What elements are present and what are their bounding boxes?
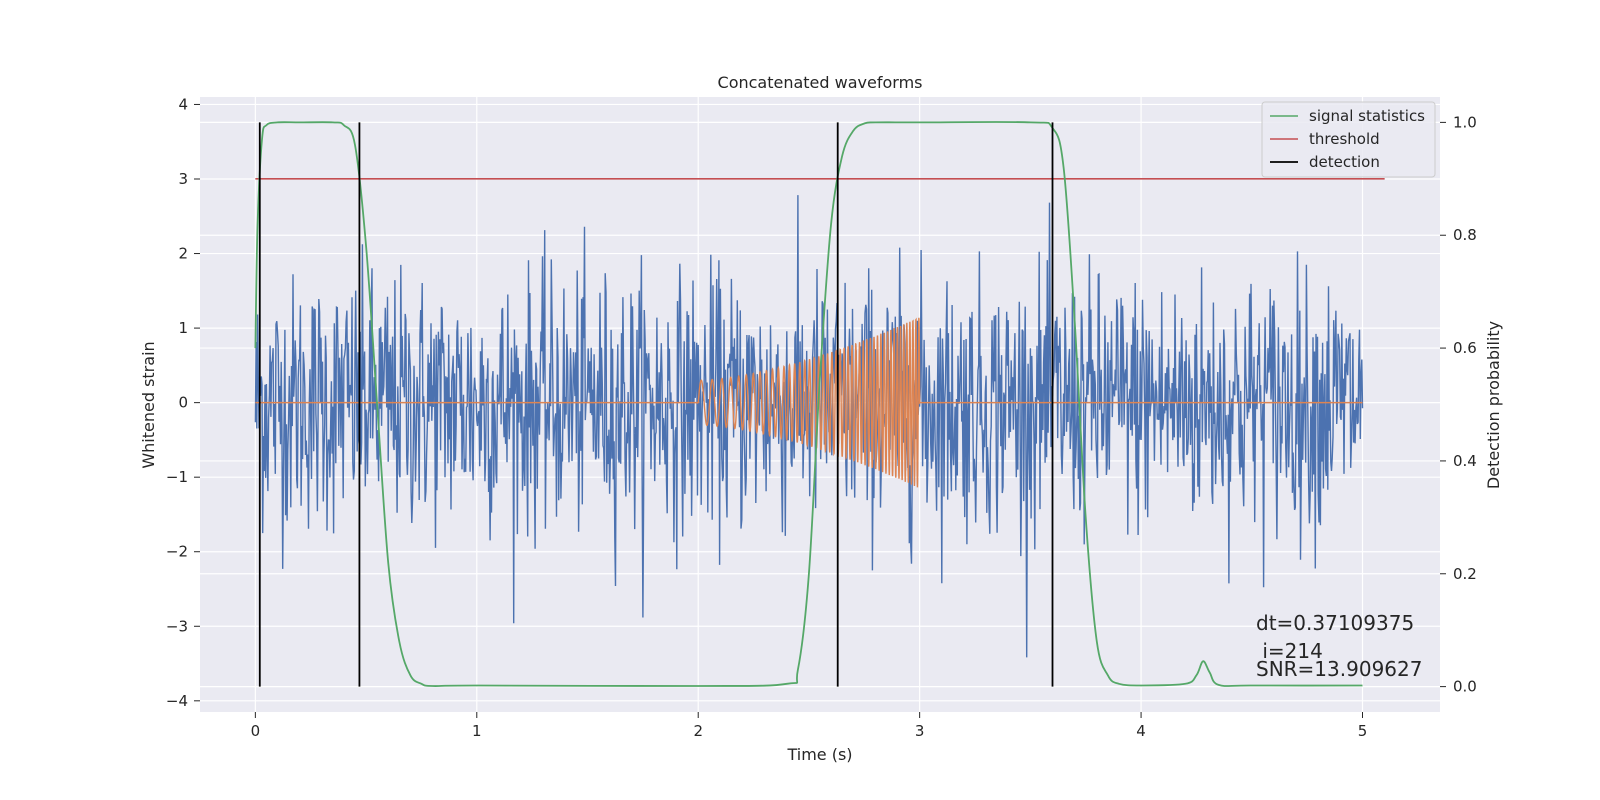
x-tick-label: 5	[1358, 722, 1368, 740]
y-tick-label: −1	[166, 468, 188, 486]
y2-tick-label: 0.2	[1453, 565, 1477, 583]
y-tick-label: 4	[178, 95, 188, 113]
legend-label-threshold: threshold	[1309, 130, 1380, 148]
x-tick-label: 2	[693, 722, 703, 740]
y2-tick-label: 0.8	[1453, 226, 1477, 244]
y-tick-label: −4	[166, 692, 188, 710]
y-tick-label: 2	[178, 245, 188, 263]
legend: signal statistics threshold detection	[1261, 101, 1436, 178]
y2-axis-label: Detection probability	[1484, 321, 1503, 489]
x-tick-label: 4	[1136, 722, 1146, 740]
series-signal-statistics-line	[254, 121, 1363, 687]
x-tick-label: 1	[472, 722, 482, 740]
legend-label-signal-statistics: signal statistics	[1309, 107, 1425, 125]
ticks: 0 1 2 3 4 5 4 3 2 1 0 −1 −2 −3 −4 1.0 0.8 0.6 0.4 0.2 0.0	[166, 95, 1477, 740]
x-axis-label: Time (s)	[786, 745, 852, 764]
y2-tick-label: 0.0	[1453, 678, 1477, 696]
legend-label-detection: detection	[1309, 153, 1380, 171]
annotation-dt: dt=0.37109375	[1256, 611, 1414, 635]
annotation-snr: SNR=13.909627	[1256, 657, 1422, 681]
y2-tick-label: 0.6	[1453, 339, 1477, 357]
y-tick-label: −3	[166, 617, 188, 635]
series-chirp-line	[255, 317, 1363, 488]
y-tick-label: 1	[178, 319, 188, 337]
chart-title: Concatenated waveforms	[718, 73, 923, 92]
series-layer	[254, 121, 1385, 687]
y-axis-label: Whitened strain	[139, 341, 158, 468]
y2-tick-label: 1.0	[1453, 113, 1477, 131]
y-tick-label: −2	[166, 543, 188, 561]
y-tick-label: 3	[178, 170, 188, 188]
legend-box	[1261, 101, 1436, 178]
x-tick-label: 3	[915, 722, 925, 740]
y-tick-label: 0	[178, 394, 188, 412]
x-tick-label: 0	[251, 722, 261, 740]
y2-tick-label: 0.4	[1453, 452, 1477, 470]
annotation-i: i=214	[1256, 639, 1323, 663]
